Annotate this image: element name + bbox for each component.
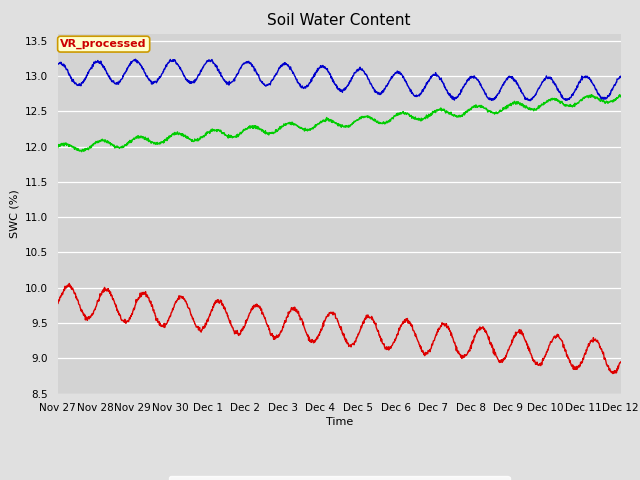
- Line: SWC_0_10: SWC_0_10: [58, 284, 621, 373]
- SWC_20_30: [54, 145, 61, 151]
- SWC_10_20: [293, 76, 301, 82]
- SWC_0_10: [617, 359, 625, 365]
- X-axis label: Time: Time: [326, 418, 353, 428]
- SWC_20_30: [293, 122, 301, 128]
- SWC_10_20: [527, 98, 534, 104]
- SWC_10_20: [54, 60, 61, 66]
- SWC_20_30: [78, 149, 86, 155]
- Text: VR_processed: VR_processed: [60, 39, 147, 49]
- SWC_10_20: [374, 90, 382, 96]
- SWC_20_30: [98, 138, 106, 144]
- Line: SWC_10_20: SWC_10_20: [58, 59, 621, 101]
- SWC_10_20: [315, 66, 323, 72]
- SWC_10_20: [120, 71, 128, 77]
- SWC_20_30: [315, 121, 323, 127]
- SWC_0_10: [98, 292, 106, 298]
- SWC_20_30: [588, 92, 595, 97]
- SWC_0_10: [120, 320, 128, 325]
- SWC_20_30: [617, 93, 625, 99]
- Legend: SWC_0_10, SWC_10_20, SWC_20_30: SWC_0_10, SWC_10_20, SWC_20_30: [169, 476, 509, 480]
- Title: Soil Water Content: Soil Water Content: [268, 13, 411, 28]
- SWC_10_20: [305, 82, 312, 88]
- SWC_20_30: [120, 142, 128, 148]
- SWC_0_10: [54, 301, 61, 307]
- SWC_0_10: [293, 308, 301, 313]
- SWC_10_20: [97, 60, 105, 66]
- SWC_10_20: [617, 73, 625, 79]
- Y-axis label: SWC (%): SWC (%): [9, 189, 19, 238]
- SWC_0_10: [609, 371, 617, 376]
- SWC_0_10: [65, 281, 73, 287]
- SWC_20_30: [305, 127, 312, 133]
- SWC_0_10: [315, 333, 323, 338]
- SWC_0_10: [374, 328, 382, 334]
- SWC_10_20: [132, 56, 140, 62]
- SWC_20_30: [374, 120, 382, 125]
- SWC_0_10: [305, 337, 312, 343]
- Line: SWC_20_30: SWC_20_30: [58, 95, 621, 152]
